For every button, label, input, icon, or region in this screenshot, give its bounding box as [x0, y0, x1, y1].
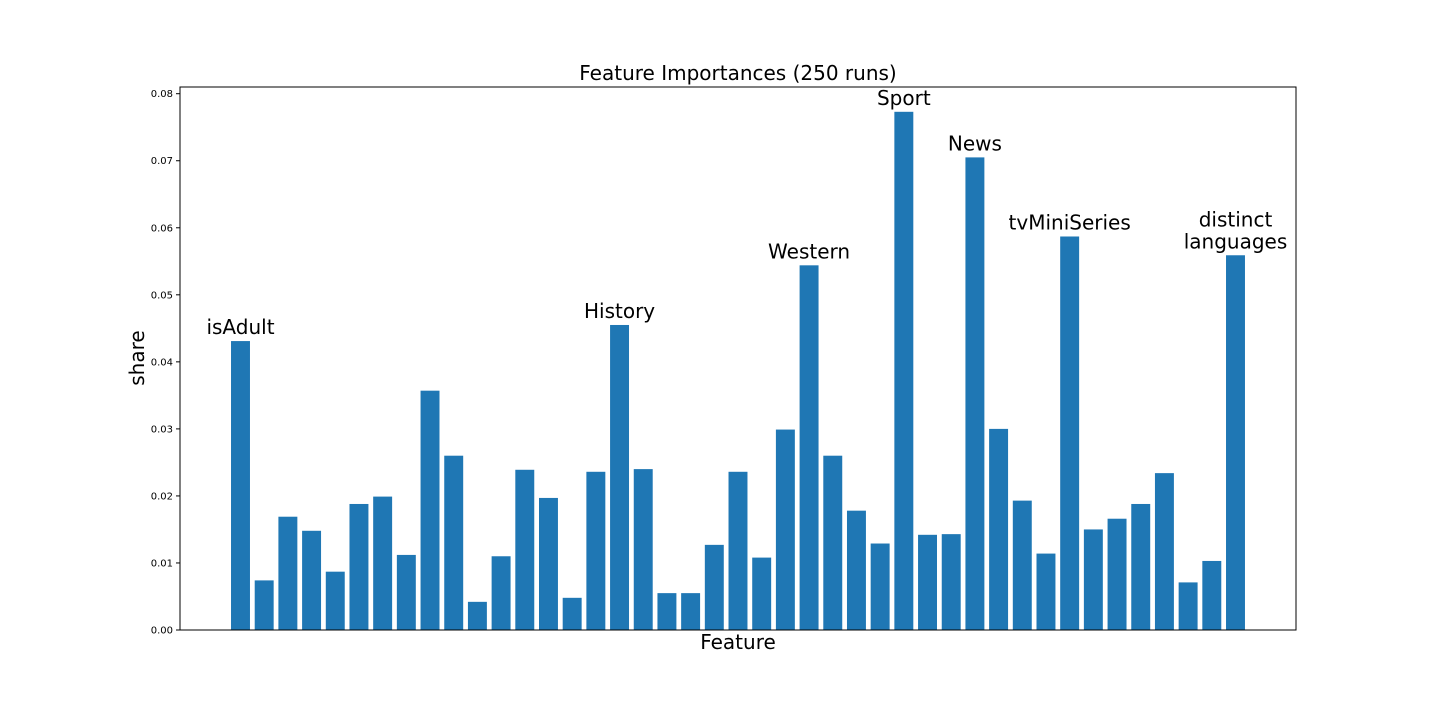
- bar-42: [1226, 255, 1245, 630]
- bar-11: [491, 556, 511, 630]
- bar-7: [396, 554, 416, 630]
- chart-title: Feature Importances (250 runs): [579, 61, 896, 85]
- bar-annotation-line: isAdult: [206, 315, 274, 339]
- bar-annotation-line: History: [584, 299, 655, 323]
- bar-6: [373, 496, 393, 630]
- bar-1: [254, 580, 274, 630]
- bar-18: [657, 593, 677, 630]
- bar-24: [799, 265, 819, 630]
- x-axis-label: Feature: [700, 630, 776, 654]
- y-tick-label-7: 0.07: [151, 156, 173, 167]
- bar-10: [467, 601, 487, 630]
- bar-3: [302, 530, 322, 630]
- bar-39: [1154, 473, 1174, 630]
- bar-37: [1107, 518, 1127, 630]
- bar-5: [349, 503, 369, 630]
- bar-30: [941, 534, 961, 630]
- bar-annotation-line: languages: [1184, 229, 1288, 253]
- bar-annotation-line: Sport: [877, 86, 931, 110]
- bar-23: [775, 429, 795, 630]
- bar-26: [846, 510, 866, 630]
- bar-14: [562, 597, 582, 630]
- y-tick-label-2: 0.02: [151, 491, 173, 502]
- bar-40: [1178, 582, 1198, 630]
- bar-annotation-0: isAdult: [206, 315, 274, 339]
- bar-41: [1202, 560, 1222, 630]
- bar-19: [681, 593, 701, 630]
- plot-frame: [179, 86, 1297, 631]
- bar-20: [704, 544, 724, 630]
- y-tick-label-8: 0.08: [151, 89, 173, 100]
- bar-annotation-42: distinct languages: [1184, 207, 1288, 253]
- bar-25: [823, 455, 843, 630]
- bar-8: [420, 390, 440, 630]
- annotations-group: isAdult History Western Sport News tvMiniSeri…: [206, 86, 1287, 339]
- bar-0: [231, 341, 250, 630]
- bar-15: [586, 471, 606, 630]
- y-tick-label-5: 0.05: [151, 290, 173, 301]
- bar-34: [1036, 553, 1056, 630]
- bar-annotation-line: distinct: [1199, 207, 1273, 231]
- y-tick-label-6: 0.06: [151, 223, 173, 234]
- bar-4: [325, 571, 345, 630]
- bars-group: [231, 111, 1245, 631]
- bar-29: [918, 534, 937, 630]
- bar-9: [444, 455, 464, 630]
- bar-12: [515, 469, 535, 630]
- bar-16: [610, 324, 630, 630]
- bar-annotation-line: Western: [768, 239, 850, 263]
- bar-35: [1060, 236, 1080, 631]
- bar-2: [278, 516, 298, 630]
- bar-annotation-31: News: [948, 131, 1002, 155]
- bar-32: [989, 428, 1009, 630]
- bar-annotation-28: Sport: [877, 86, 931, 110]
- bar-36: [1083, 529, 1103, 630]
- bar-annotation-line: tvMiniSeries: [1009, 210, 1131, 234]
- bar-28: [894, 111, 914, 631]
- y-tick-label-4: 0.04: [151, 357, 173, 368]
- y-tick-label-1: 0.01: [151, 558, 173, 569]
- bar-annotation-35: tvMiniSeries: [1009, 210, 1131, 234]
- bar-annotation-24: Western: [768, 239, 850, 263]
- bar-13: [539, 497, 558, 630]
- bar-33: [1012, 500, 1032, 630]
- y-axis: 0.00 0.01 0.02 0.03 0.04 0.05 0.06 0.07 0.08: [151, 89, 180, 637]
- y-axis-label: share: [125, 330, 149, 385]
- bar-annotation-16: History: [584, 299, 655, 323]
- bar-annotation-line: News: [948, 131, 1002, 155]
- y-tick-label-0: 0.00: [151, 626, 173, 637]
- bar-22: [752, 557, 772, 630]
- y-tick-label-3: 0.03: [151, 424, 173, 435]
- bar-21: [728, 471, 748, 630]
- bar-31: [965, 157, 985, 630]
- bar-17: [633, 469, 653, 630]
- bar-27: [870, 543, 890, 630]
- bar-38: [1131, 503, 1151, 630]
